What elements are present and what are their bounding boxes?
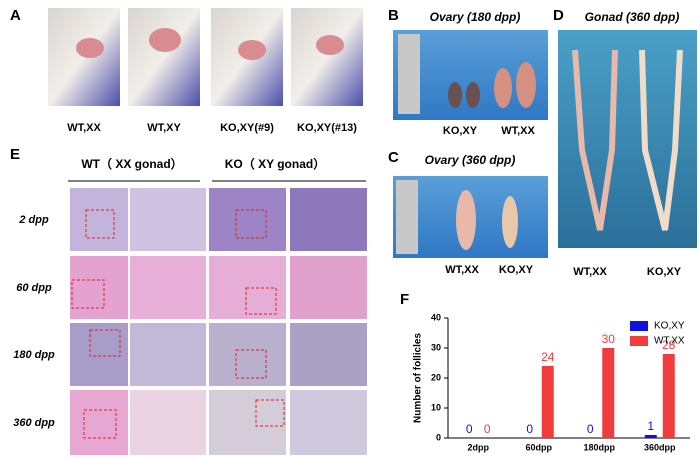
x-tick-label: 2dpp bbox=[468, 442, 490, 452]
y-tick-label: 0 bbox=[436, 432, 441, 442]
caption: KO,XY(#9) bbox=[220, 122, 274, 134]
panel-letter: C bbox=[388, 149, 399, 166]
photo-d bbox=[558, 30, 697, 248]
bar bbox=[662, 354, 675, 438]
legend-swatch bbox=[630, 336, 648, 346]
column-header: WT（ XX gonad） bbox=[81, 156, 182, 171]
panel-letter: D bbox=[553, 7, 564, 24]
y-tick-label: 40 bbox=[431, 312, 441, 322]
value-label: 0 bbox=[587, 422, 594, 436]
row-label: 60 dpp bbox=[16, 282, 52, 294]
panel-title: Ovary (360 dpp) bbox=[425, 153, 516, 167]
caption: WT,XX bbox=[67, 122, 101, 134]
value-label: 0 bbox=[526, 422, 533, 436]
y-tick-label: 20 bbox=[431, 372, 441, 382]
caption: WT,XX bbox=[501, 125, 535, 137]
row-label: 360 dpp bbox=[13, 417, 55, 429]
caption: KO,XY bbox=[499, 264, 534, 276]
caption: WT,XX bbox=[445, 264, 479, 276]
legend-label: KO,XY bbox=[654, 321, 685, 332]
row-label: 2 dpp bbox=[18, 214, 49, 226]
caption: KO,XY bbox=[443, 125, 478, 137]
panel-letter: E bbox=[10, 146, 20, 163]
caption: WT,XY bbox=[147, 122, 181, 134]
bar bbox=[541, 366, 554, 438]
caption: KO,XY(#13) bbox=[297, 122, 357, 134]
value-label: 0 bbox=[466, 422, 473, 436]
photo-b bbox=[393, 30, 548, 120]
x-tick-label: 180dpp bbox=[583, 442, 615, 452]
panel-letter: B bbox=[388, 7, 399, 24]
caption: KO,XY bbox=[647, 266, 682, 278]
y-axis-label: Number of follicles bbox=[413, 333, 424, 423]
row-label: 180 dpp bbox=[13, 349, 55, 361]
panel-letter: F bbox=[400, 291, 409, 308]
value-label: 30 bbox=[602, 332, 616, 346]
photo-c bbox=[393, 176, 548, 258]
bar bbox=[602, 348, 615, 438]
x-tick-label: 360dpp bbox=[644, 442, 676, 452]
column-header: KO（ XY gonad） bbox=[225, 156, 325, 171]
value-label: 0 bbox=[484, 422, 491, 436]
panel-title: Gonad (360 dpp) bbox=[585, 10, 680, 24]
panel-title: Ovary (180 dpp) bbox=[430, 10, 521, 24]
panel-letter: A bbox=[10, 7, 21, 24]
bar bbox=[644, 435, 657, 438]
photos-a bbox=[48, 8, 363, 106]
legend-label: WT,XX bbox=[654, 336, 685, 347]
x-tick-label: 60dpp bbox=[525, 442, 552, 452]
histology bbox=[70, 188, 367, 455]
caption: WT,XX bbox=[573, 266, 607, 278]
value-label: 1 bbox=[647, 419, 654, 433]
value-label: 28 bbox=[662, 338, 676, 352]
legend-swatch bbox=[630, 321, 648, 331]
value-label: 24 bbox=[541, 350, 555, 364]
y-tick-label: 30 bbox=[431, 342, 441, 352]
y-tick-label: 10 bbox=[431, 402, 441, 412]
